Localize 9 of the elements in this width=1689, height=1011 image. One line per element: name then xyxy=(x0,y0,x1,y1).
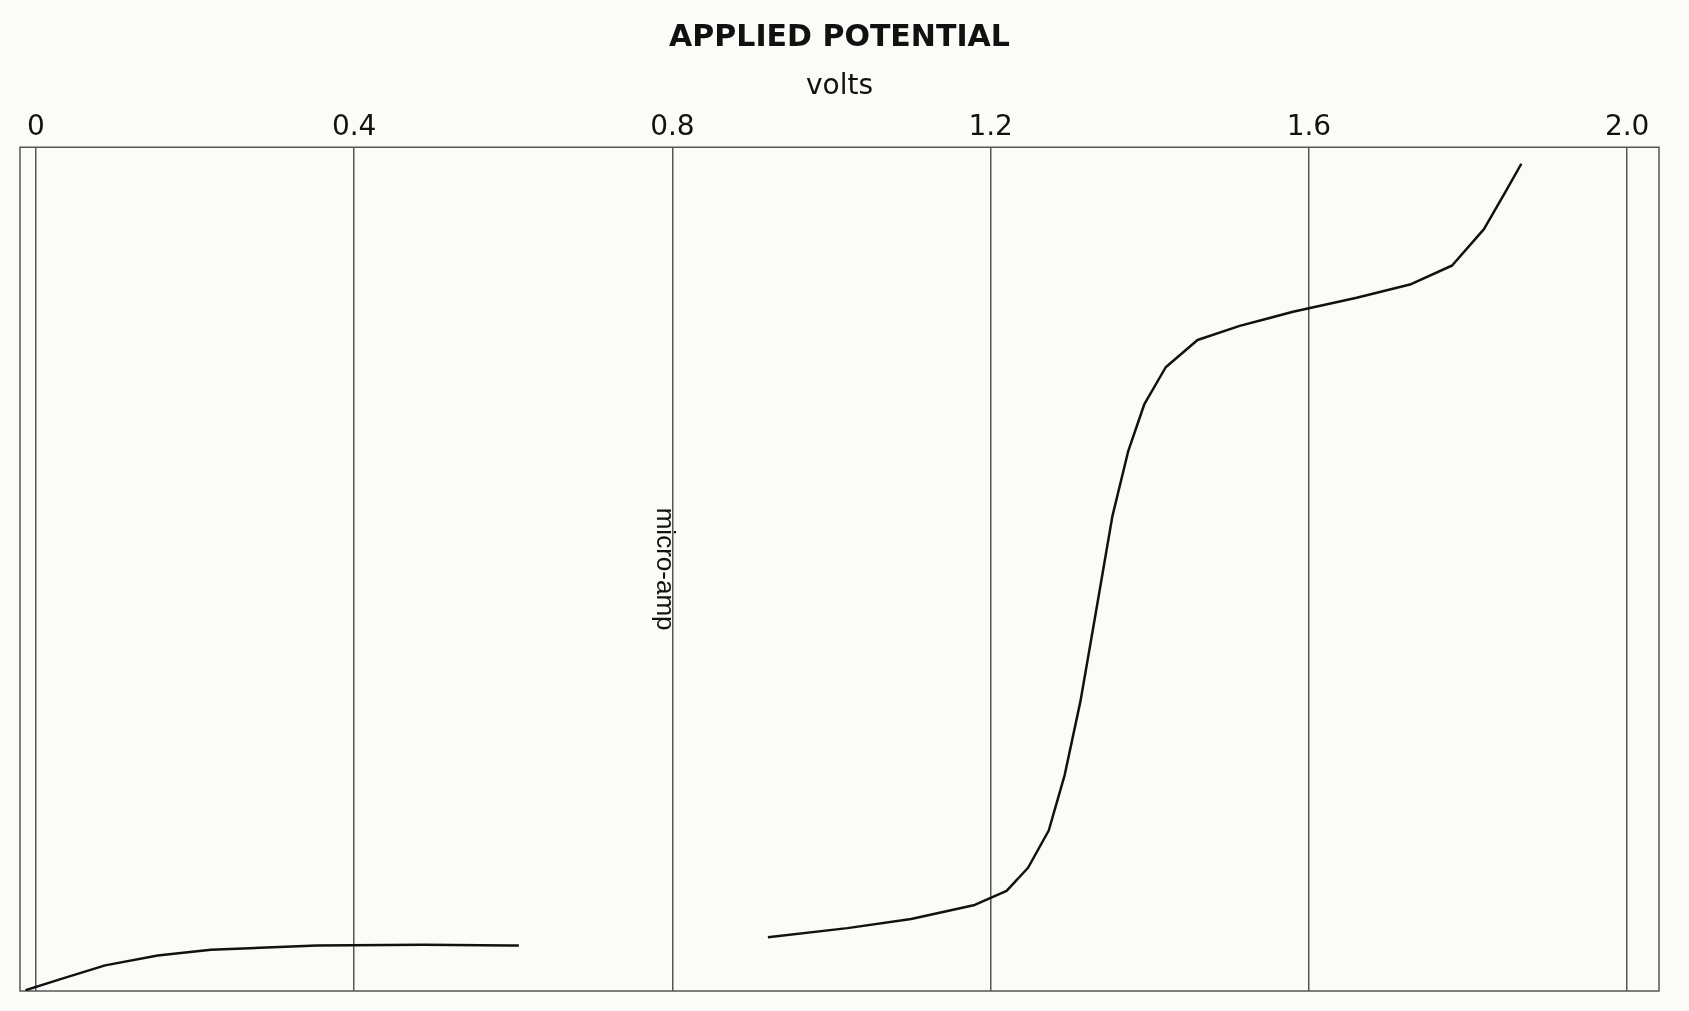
x-tick-label: 0 xyxy=(27,108,45,142)
x-tick-label: 1.6 xyxy=(1286,108,1332,142)
x-tick-label: 1.2 xyxy=(968,108,1013,142)
x-tick-label: 0.8 xyxy=(650,108,695,142)
x-tick-label: 2.0 xyxy=(1604,108,1650,142)
y-axis-title: micro-amp xyxy=(651,507,682,631)
x-tick-label: 0.4 xyxy=(331,108,377,142)
x-axis-title: volts xyxy=(805,68,874,102)
chart-title: APPLIED POTENTIAL xyxy=(669,17,1010,53)
